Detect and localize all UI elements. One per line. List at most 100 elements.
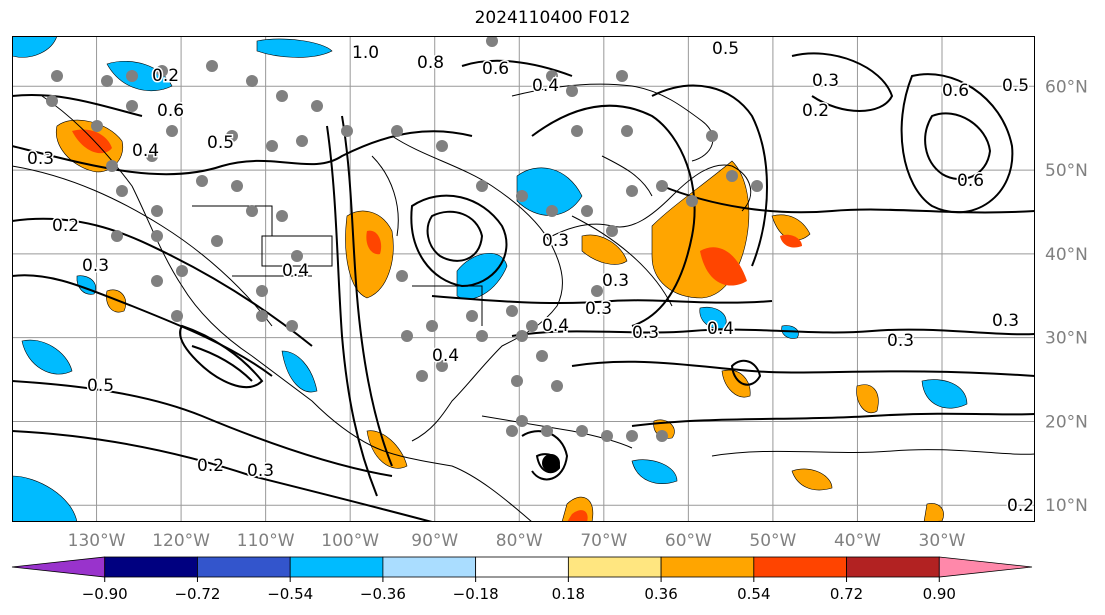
station-dot <box>566 85 578 97</box>
station-dot <box>476 330 488 342</box>
longitude-label: 30°W <box>919 531 966 551</box>
colorbar-swatch <box>475 556 569 578</box>
station-dot <box>601 430 613 442</box>
longitude-label: 60°W <box>665 531 712 551</box>
longitude-label: 100°W <box>321 531 379 551</box>
station-dot <box>106 160 118 172</box>
station-dot <box>416 370 428 382</box>
contour-value-label: 0.3 <box>602 271 629 291</box>
colorbar: −0.90 −0.72 −0.54 −0.36 −0.18 0.18 0.36 0.54 0.7… <box>11 556 1033 603</box>
station-dot <box>101 75 113 87</box>
station-dot <box>606 225 618 237</box>
contour-value-label: 0.2 <box>152 66 179 86</box>
station-dot <box>436 140 448 152</box>
station-dot <box>546 70 558 82</box>
station-dot <box>396 270 408 282</box>
colorbar-tick-label: −0.90 <box>82 585 128 603</box>
longitude-label: 70°W <box>580 531 627 551</box>
station-dot <box>46 95 58 107</box>
station-dot <box>511 375 523 387</box>
station-dot <box>311 100 323 112</box>
contour-value-label: 0.5 <box>1002 76 1029 96</box>
longitude-label: 50°W <box>749 531 796 551</box>
longitude-label: 80°W <box>496 531 543 551</box>
station-dot <box>436 360 448 372</box>
station-dot <box>576 425 588 437</box>
station-dot <box>341 125 353 137</box>
contour-value-label: 0.2 <box>197 456 224 476</box>
longitude-label: 40°W <box>834 531 881 551</box>
station-dot <box>246 75 258 87</box>
station-dot <box>111 230 123 242</box>
colorbar-swatch <box>660 556 755 578</box>
colorbar-swatch <box>382 556 477 578</box>
contour-value-label: 0.3 <box>542 231 569 251</box>
contour-value-label: 0.2 <box>52 216 79 236</box>
station-dot <box>626 185 638 197</box>
contour-value-label: 0.3 <box>82 256 109 276</box>
station-dot <box>726 170 738 182</box>
contour-value-label: 0.6 <box>957 171 984 191</box>
colorbar-swatch <box>567 556 662 578</box>
station-dot <box>466 310 478 322</box>
storm-center-marker <box>542 454 560 472</box>
station-dot <box>126 70 138 82</box>
station-dot <box>551 380 563 392</box>
contour-value-label: 0.5 <box>87 376 114 396</box>
contour-value-label: 0.3 <box>585 299 612 319</box>
station-dot <box>656 180 668 192</box>
station-dot <box>256 310 268 322</box>
station-dot <box>706 130 718 142</box>
colorbar-tick-label: 0.36 <box>644 585 677 603</box>
contour-value-label: 0.5 <box>712 39 739 59</box>
station-dot <box>686 195 698 207</box>
station-dot <box>516 330 528 342</box>
colorbar-swatch <box>197 556 291 578</box>
station-dot <box>156 65 168 77</box>
station-dot <box>166 125 178 137</box>
colorbar-swatch <box>104 556 198 578</box>
station-dot <box>546 205 558 217</box>
station-dot <box>751 180 763 192</box>
colorbar-swatch <box>289 556 384 578</box>
station-dot <box>151 230 163 242</box>
contour-label-layer: 1.0 0.8 0.60.50.4 0.30.20.60.50.40.30.20.3 0… <box>26 38 1036 518</box>
contour-value-label: 0.3 <box>887 331 914 351</box>
station-dot <box>391 125 403 137</box>
contour-value-label: 0.4 <box>707 319 734 339</box>
station-dot <box>476 180 488 192</box>
map-panel: 1.0 0.8 0.60.50.4 0.30.20.60.50.40.30.20.3 0… <box>12 36 1035 522</box>
station-dot <box>196 175 208 187</box>
latitude-label: 60°N <box>1045 77 1088 97</box>
contour-value-label: 0.4 <box>132 141 159 161</box>
colorbar-tick-label: −0.18 <box>453 585 499 603</box>
station-dot <box>51 70 63 82</box>
station-dot <box>151 275 163 287</box>
station-dot <box>286 320 298 332</box>
station-dot <box>266 140 278 152</box>
colorbar-tick-label: 0.90 <box>923 585 956 603</box>
contour-value-label: 0.4 <box>282 261 309 281</box>
station-dot <box>541 425 553 437</box>
station-dot <box>296 135 308 147</box>
map-title: 2024110400 F012 <box>474 8 631 28</box>
contour-lines <box>12 52 1035 522</box>
latitude-label: 10°N <box>1045 496 1088 516</box>
contour-value-label: 0.3 <box>992 311 1019 331</box>
station-dot <box>116 185 128 197</box>
station-dot <box>226 130 238 142</box>
latitude-label: 40°N <box>1045 245 1088 265</box>
contour-value-label: 0.5 <box>207 133 234 153</box>
station-dot <box>536 350 548 362</box>
contour-value-label: 1.0 <box>352 43 379 63</box>
station-dot <box>211 235 223 247</box>
strong-positive-shading <box>72 129 802 522</box>
station-dot <box>231 180 243 192</box>
contour-value-label: 0.6 <box>942 81 969 101</box>
map-frame <box>12 36 1035 522</box>
station-dot <box>506 425 518 437</box>
contour-value-label: 0.3 <box>812 71 839 91</box>
colorbar-swatch <box>753 556 847 578</box>
station-dot <box>206 60 218 72</box>
longitude-label: 90°W <box>411 531 458 551</box>
